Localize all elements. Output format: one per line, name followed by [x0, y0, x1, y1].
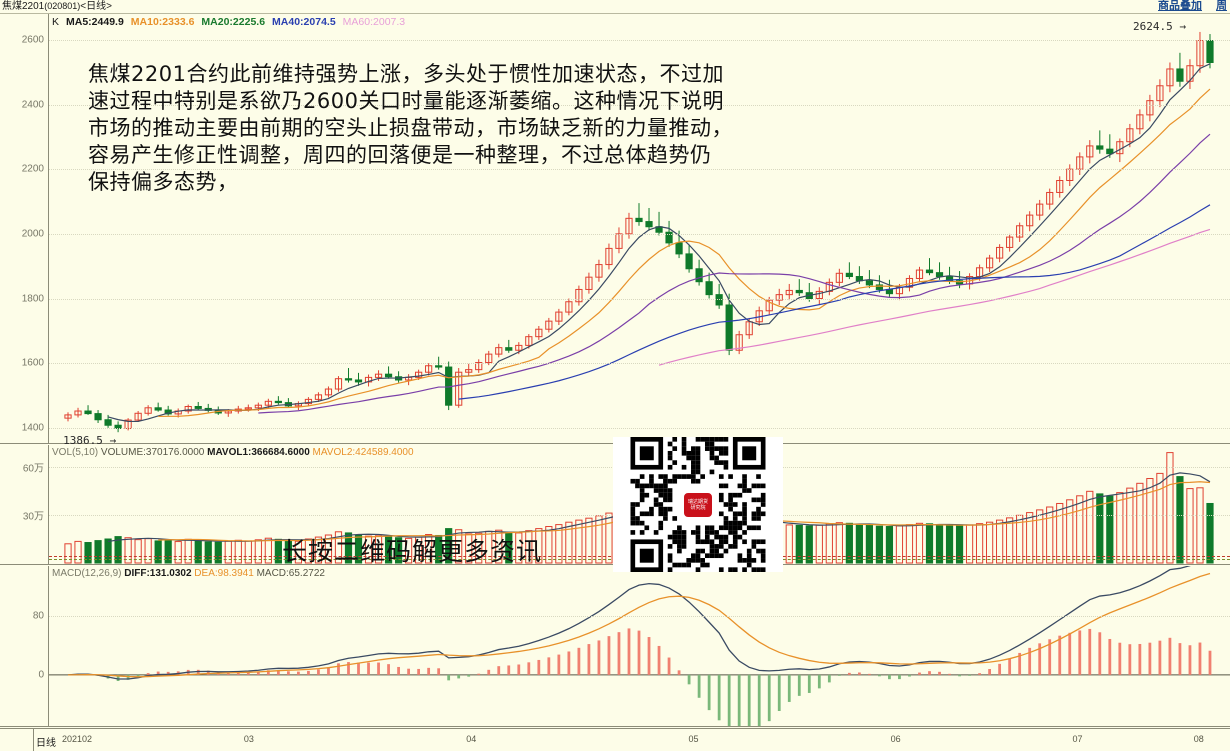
period-selector-box[interactable]	[0, 729, 34, 751]
high-price-label: 2624.5 →	[1132, 19, 1186, 33]
commodity-overlay-link[interactable]: 商品叠加	[1158, 0, 1202, 12]
macd-y-tick: 0	[38, 669, 44, 681]
price-gridline	[49, 169, 1230, 171]
macd-legend-macd: MACD:65.2722	[256, 568, 325, 579]
time-axis-tick: 04	[466, 734, 477, 744]
price-gridline	[49, 363, 1230, 365]
time-axis-bar[interactable]: 日线 202102 03 04 05 06 07 08	[0, 728, 1230, 751]
legend-ma5: MA5:2449.9	[66, 16, 124, 28]
macd-indicator-legend: MACD(12,26,9) DIFF:131.0302 DEA:98.3941 …	[52, 568, 325, 580]
vol-legend-name: VOL(5,10)	[52, 447, 99, 458]
price-chart-panel[interactable]: 1400 1600 1800 2000 2200 2400 2600 K MA5:2449.9…	[0, 14, 1230, 448]
qr-logo-line1: 瑞达期货	[687, 498, 708, 505]
macd-legend-diff: DIFF:131.0302	[124, 568, 192, 579]
legend-ma60: MA60:2007.3	[342, 16, 406, 28]
volume-y-tick: 30万	[22, 511, 44, 523]
legend-ma40: MA40:2074.5	[272, 16, 336, 28]
macd-plot-area[interactable]	[48, 566, 1230, 726]
price-y-tick: 1800	[21, 293, 44, 304]
vol-legend-mavol1: MAVOL1:366684.6000	[207, 447, 310, 458]
time-axis-tick: 03	[243, 734, 254, 744]
legend-ma10: MA10:2333.6	[130, 16, 195, 28]
volume-y-axis: 30万 60万	[0, 445, 48, 564]
time-axis-tick: 08	[1193, 734, 1204, 744]
qr-call-to-action-text: 长按二维码解更多资讯	[282, 537, 543, 566]
time-axis-tick: 05	[688, 734, 699, 744]
period-label: 日线	[36, 738, 56, 749]
volume-indicator-legend: VOL(5,10) VOLUME:370176.0000 MAVOL1:3666…	[52, 447, 414, 459]
titlebar: 焦煤2201(020801)<日线> 商品叠加 周	[0, 0, 1230, 14]
price-y-tick: 1400	[21, 422, 44, 434]
legend-k: K	[52, 16, 60, 28]
time-axis-tick: 202102	[62, 734, 93, 744]
time-axis-tick: 07	[1072, 734, 1083, 744]
price-plot-area[interactable]	[48, 14, 1230, 443]
price-gridline	[49, 298, 1230, 300]
macd-legend-dea: DEA:98.3941	[194, 568, 254, 579]
legend-ma20: MA20:2225.6	[201, 16, 266, 28]
macd-panel[interactable]: 0 80 MACD(12,26,9) DIFF:131.0302 DEA:98.3…	[0, 566, 1230, 727]
market-commentary-annotation: 焦煤2201合约此前维持强势上涨，多头处于惯性加速状态，不过加 速过程中特别是系…	[88, 62, 733, 194]
top-links: 商品叠加 周	[1144, 0, 1228, 13]
qr-center-logo: 瑞达期货 研究院	[683, 491, 713, 518]
price-y-tick: 2000	[21, 228, 44, 240]
period-week-link[interactable]: 周	[1216, 0, 1227, 12]
low-price-label: 1386.5 →	[63, 434, 117, 448]
macd-y-tick: 80	[32, 610, 44, 622]
qr-logo-line2: 研究院	[690, 504, 706, 511]
symbol-name: 焦煤2201	[2, 1, 45, 12]
price-y-tick: 2200	[21, 163, 44, 175]
symbol-code: (020801)	[44, 1, 81, 11]
macd-legend-name: MACD(12,26,9)	[52, 568, 122, 579]
price-gridline	[49, 427, 1230, 429]
symbol-period-tag: <日线>	[80, 1, 112, 12]
price-y-axis: 1400 1600 1800 2000 2200 2400 2600	[0, 14, 48, 443]
price-y-tick: 2600	[21, 34, 44, 46]
symbol-title: 焦煤2201(020801)<日线>	[2, 0, 112, 13]
price-indicator-legend: K MA5:2449.9 MA10:2333.6 MA20:2225.6 MA40:20…	[52, 16, 412, 28]
macd-y-axis: 0 80	[0, 566, 48, 726]
price-gridline	[49, 104, 1230, 106]
volume-y-tick: 60万	[22, 463, 44, 475]
price-candlestick-svg	[64, 31, 1214, 433]
price-gridline	[49, 39, 1230, 41]
macd-svg	[49, 566, 1230, 726]
vol-legend-volume: VOLUME:370176.0000	[100, 447, 205, 458]
price-y-tick: 2400	[21, 99, 44, 111]
qr-code-overlay[interactable]: 瑞达期货 研究院	[613, 437, 783, 572]
vol-legend-mavol2: MAVOL2:424589.4000	[312, 447, 414, 458]
time-axis-tick: 06	[890, 734, 901, 744]
price-y-tick: 1600	[21, 357, 44, 369]
price-gridline	[49, 233, 1230, 235]
macd-gridline	[49, 616, 1230, 618]
